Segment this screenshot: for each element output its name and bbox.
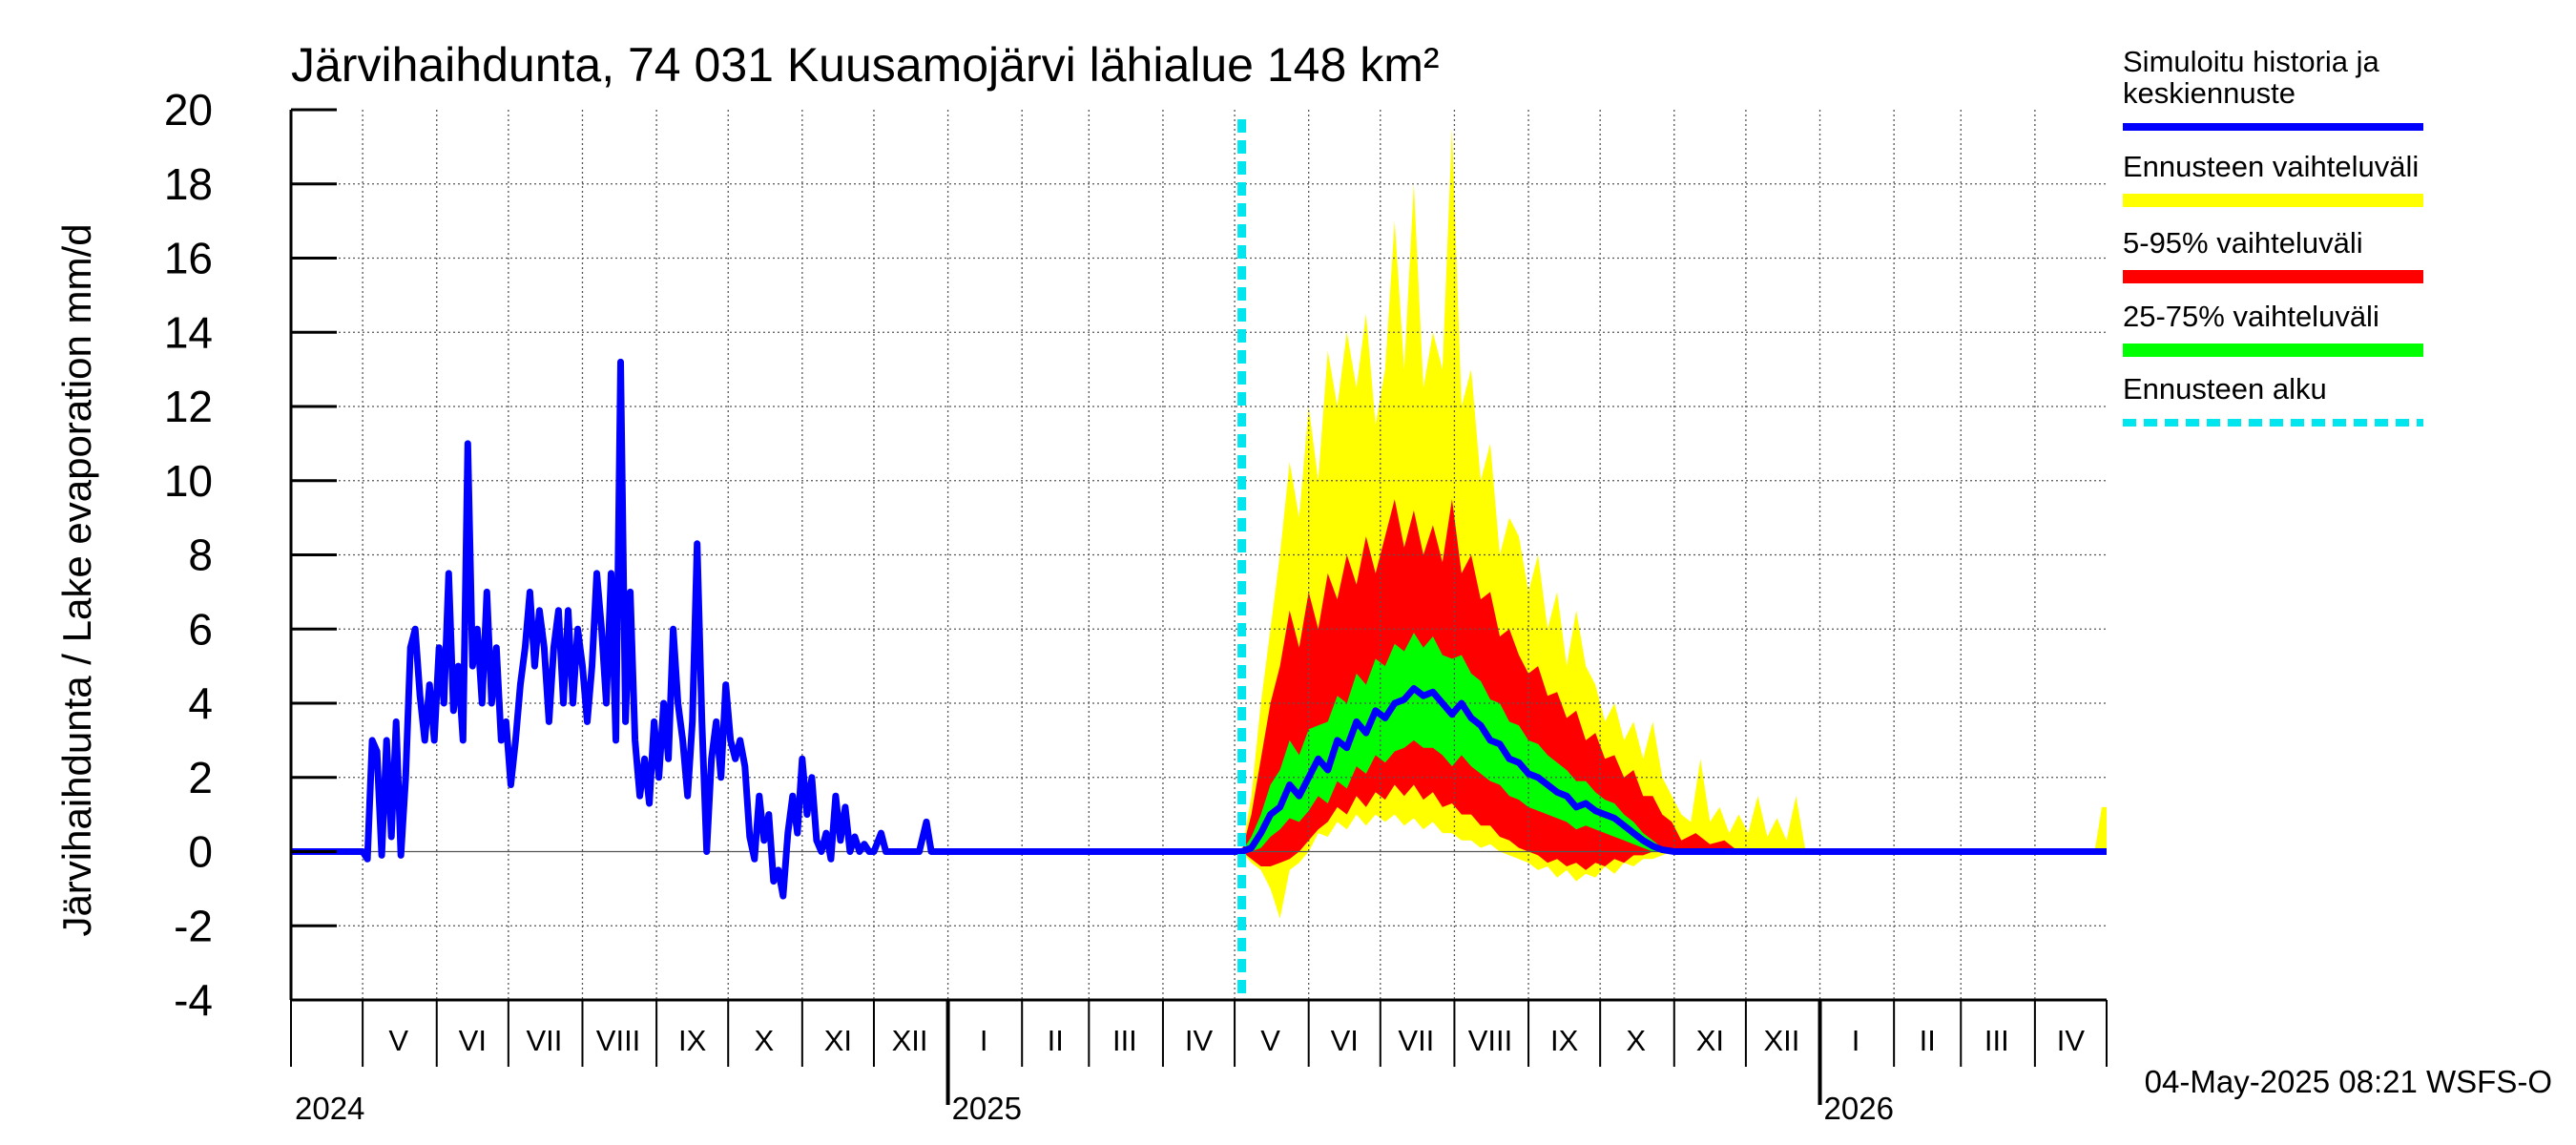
month-label: II — [1048, 1024, 1064, 1057]
month-label: I — [980, 1024, 988, 1057]
legend-label: keskiennuste — [2123, 76, 2296, 110]
grid-lines — [291, 110, 2107, 1000]
year-label: 2024 — [295, 1091, 364, 1126]
series-lines — [291, 119, 2107, 1000]
month-label: V — [388, 1024, 408, 1057]
y-axis-label: Järvihaihdunta / Lake evaporation mm/d — [54, 223, 99, 936]
month-label: VII — [526, 1024, 562, 1057]
timestamp-footer: 04-May-2025 08:21 WSFS-O — [2145, 1064, 2552, 1099]
y-tick-label: 14 — [164, 307, 213, 357]
month-label: II — [1920, 1024, 1936, 1057]
band-1 — [1241, 128, 2107, 919]
month-label: V — [1260, 1024, 1280, 1057]
legend-label: 5-95% vaihteluväli — [2123, 226, 2363, 260]
month-label: I — [1852, 1024, 1860, 1057]
band-3 — [1241, 633, 2107, 852]
y-tick-label: 4 — [188, 678, 213, 728]
y-tick-label: 8 — [188, 531, 213, 580]
y-tick-label: -2 — [174, 901, 213, 950]
month-label: XI — [1696, 1024, 1724, 1057]
month-label: III — [1112, 1024, 1137, 1057]
month-label: VIII — [1468, 1024, 1513, 1057]
month-label: XII — [892, 1024, 928, 1057]
y-tick-label: 20 — [164, 85, 213, 135]
band-2 — [1241, 499, 2107, 870]
legend-label: Ennusteen alku — [2123, 372, 2327, 406]
legend-label: Simuloitu historia ja — [2123, 45, 2380, 78]
y-tick-label: 10 — [164, 456, 213, 506]
month-label: IV — [1185, 1024, 1214, 1057]
month-label: IX — [1550, 1024, 1579, 1057]
year-label: 2025 — [952, 1091, 1022, 1126]
y-tick-label: -4 — [174, 975, 213, 1025]
series-line-1 — [291, 358, 2107, 900]
legend-label: Ennusteen vaihteluväli — [2123, 150, 2419, 183]
month-label: XII — [1764, 1024, 1800, 1057]
month-label: VIII — [596, 1024, 641, 1057]
month-label: VI — [459, 1024, 487, 1057]
month-label: VII — [1398, 1024, 1434, 1057]
month-label: X — [754, 1024, 774, 1057]
chart-title: Järvihaihdunta, 74 031 Kuusamojärvi lähi… — [291, 38, 1440, 92]
y-tick-label: 2 — [188, 753, 213, 802]
y-tick-label: 16 — [164, 234, 213, 283]
y-tick-label: 12 — [164, 382, 213, 431]
month-label: IV — [2057, 1024, 2086, 1057]
y-tick-label: 6 — [188, 604, 213, 654]
forecast-bands — [1241, 128, 2107, 919]
y-axis: -4 -2 0 2 4 6 8 10 12 14 16 18 20 — [164, 85, 337, 1025]
month-label: XI — [824, 1024, 852, 1057]
y-tick-label: 18 — [164, 159, 213, 209]
month-label: VI — [1331, 1024, 1359, 1057]
month-label: III — [1984, 1024, 2009, 1057]
year-label: 2026 — [1824, 1091, 1894, 1126]
month-label: IX — [678, 1024, 707, 1057]
month-label: X — [1626, 1024, 1646, 1057]
legend-label: 25-75% vaihteluväli — [2123, 300, 2379, 333]
y-tick-label: 0 — [188, 827, 213, 877]
x-axis: V VI VII VIII IX X XI XII I II III IV V VI VII VIII IX X X… — [290, 1000, 2108, 1126]
